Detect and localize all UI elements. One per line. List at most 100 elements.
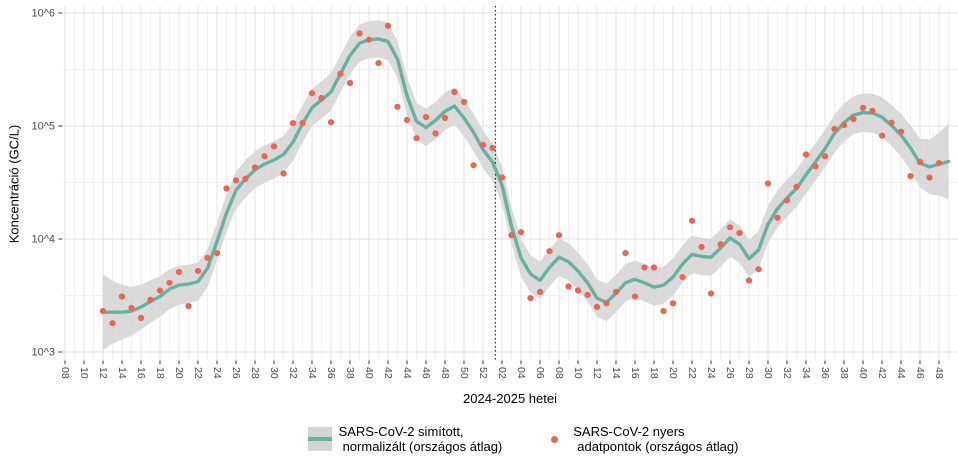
x-tick-label: 04 [515, 367, 527, 379]
x-tick-label: 24 [211, 367, 223, 379]
raw-data-point [755, 266, 762, 273]
raw-data-point [612, 288, 620, 295]
raw-data-point [280, 170, 287, 177]
raw-data-point [840, 121, 848, 129]
raw-data-point [489, 144, 496, 151]
x-tick-label: 16 [135, 367, 147, 379]
raw-data-point [603, 300, 610, 307]
x-tick-label: 10 [78, 367, 90, 379]
x-tick-label: 08 [59, 367, 71, 379]
raw-data-point [242, 175, 249, 182]
raw-data-point [166, 279, 173, 286]
raw-data-point [299, 120, 306, 127]
raw-data-point [622, 250, 629, 257]
legend-raw-label: SARS-CoV-2 nyers adatpontok (országos átl… [573, 424, 739, 454]
raw-data-point [118, 293, 126, 300]
raw-data-point [327, 119, 335, 126]
x-tick-label: 16 [629, 367, 641, 379]
x-tick-label: 44 [895, 367, 907, 379]
raw-data-point [888, 119, 895, 126]
x-tick-label: 06 [534, 367, 546, 379]
raw-data-point [669, 300, 677, 307]
raw-data-point [232, 177, 240, 184]
raw-data-point [907, 173, 914, 180]
raw-data-point [128, 304, 135, 312]
smoothed-line-key-icon [307, 427, 332, 451]
raw-data-point [346, 79, 354, 87]
x-tick-label: 28 [249, 367, 261, 379]
x-tick-label: 34 [800, 367, 812, 379]
raw-data-point [555, 232, 563, 239]
raw-data-point [270, 143, 278, 150]
raw-data-point [707, 290, 715, 297]
raw-data-point [451, 88, 458, 96]
raw-data-point [546, 248, 553, 255]
raw-data-point [356, 30, 363, 37]
x-tick-label: 38 [344, 367, 356, 379]
raw-data-point [565, 283, 572, 290]
x-tick-label: 18 [648, 367, 660, 379]
raw-data-point [764, 180, 772, 187]
raw-data-point [783, 197, 791, 204]
raw-data-point [631, 293, 639, 300]
raw-data-point [793, 183, 800, 190]
raw-data-point [460, 98, 468, 106]
raw-data-point [869, 107, 876, 114]
raw-data-point [650, 264, 658, 271]
raw-data-point [584, 291, 591, 298]
raw-data-point [926, 174, 933, 181]
x-tick-label: 28 [743, 367, 755, 379]
raw-data-point [745, 277, 753, 284]
raw-data-point [812, 163, 819, 170]
y-tick-label: 10^3 [31, 347, 55, 359]
x-tick-label: 30 [762, 367, 774, 379]
raw-data-point [99, 308, 107, 315]
legend-item-raw: SARS-CoV-2 nyers adatpontok (országos átl… [542, 424, 738, 454]
raw-data-point [660, 308, 667, 315]
x-tick-label: 52 [477, 367, 489, 379]
raw-data-point [441, 114, 449, 121]
legend-smoothed-label: SARS-CoV-2 simított, normalizált (országo… [338, 424, 503, 454]
x-tick-label: 48 [933, 367, 945, 379]
raw-data-point [147, 296, 154, 303]
x-tick-label: 26 [724, 367, 736, 379]
x-axis-title: 2024-2025 hetei [463, 391, 557, 406]
x-tick-label: 50 [458, 367, 470, 379]
raw-data-point [403, 116, 411, 124]
raw-data-point [337, 70, 344, 77]
raw-data-point [517, 229, 525, 236]
raw-data-point [213, 250, 221, 257]
x-tick-label: 36 [819, 367, 831, 379]
x-tick-label: 08 [553, 367, 565, 379]
x-tick-label: 22 [192, 367, 204, 379]
raw-data-point [289, 120, 297, 127]
raw-data-point [375, 60, 382, 67]
raw-data-point [422, 114, 430, 121]
x-tick-label: 40 [857, 367, 869, 379]
raw-data-point [641, 264, 648, 271]
raw-data-point [413, 135, 420, 142]
y-tick-label: 10^6 [31, 8, 55, 20]
raw-data-point [688, 217, 696, 224]
raw-data-point [679, 274, 686, 281]
raw-data-point [109, 320, 116, 327]
x-tick-label: 36 [325, 367, 337, 379]
x-tick-label: 46 [420, 367, 432, 379]
raw-data-point [365, 36, 373, 43]
x-tick-label: 24 [705, 367, 717, 379]
confidence-ribbon [103, 20, 949, 351]
x-tick-label: 18 [154, 367, 166, 379]
x-tick-label: 42 [876, 367, 888, 379]
x-tick-label: 12 [591, 367, 603, 379]
raw-data-point [850, 116, 857, 123]
raw-data-point [736, 229, 743, 237]
x-tick-label: 02 [496, 367, 508, 379]
x-tick-label: 26 [230, 367, 242, 379]
y-tick-label: 10^4 [31, 234, 55, 246]
x-tick-label: 46 [914, 367, 926, 379]
raw-data-point [251, 164, 259, 171]
raw-data-point [185, 303, 192, 310]
x-tick-label: 32 [287, 367, 299, 379]
raw-data-point [859, 104, 867, 111]
raw-data-point [536, 288, 544, 295]
